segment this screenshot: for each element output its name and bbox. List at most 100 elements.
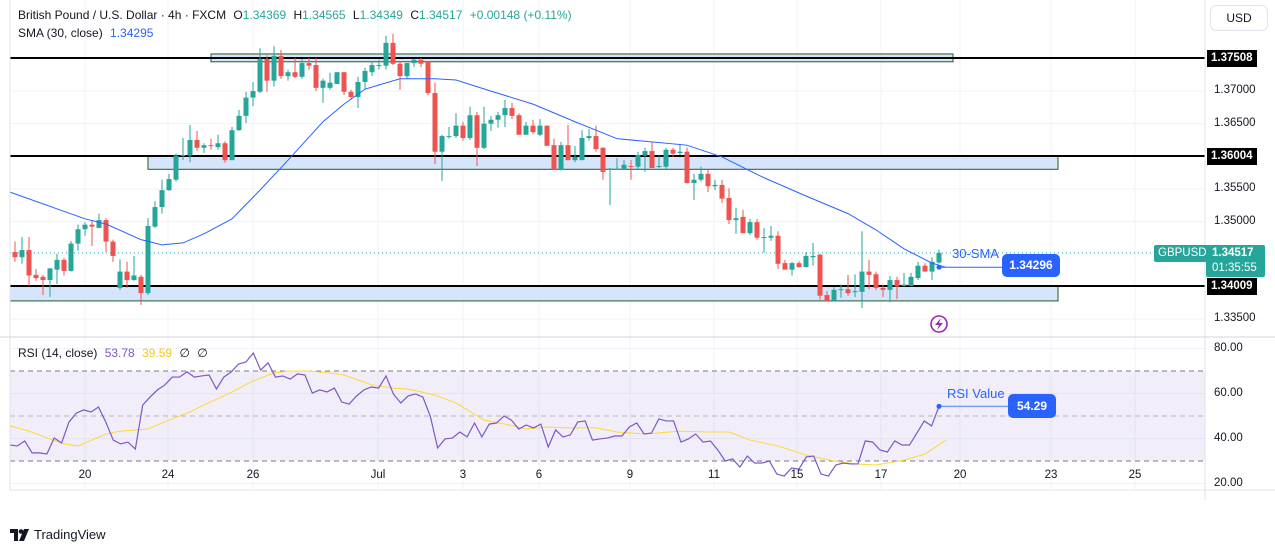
candle-body [348, 91, 354, 97]
candle-body [278, 55, 284, 77]
rsi-ma-line [9, 370, 947, 466]
level-badge-3[interactable]: 1.34009 [1207, 278, 1257, 295]
candle-body [138, 276, 144, 294]
candle-body [96, 220, 102, 228]
candle-body [852, 291, 858, 293]
candle-body [327, 82, 333, 88]
tradingview-branding[interactable]: TradingView [10, 527, 106, 542]
last-price-badge: 1.34517 01:35:55 [1206, 245, 1265, 277]
candle-body [530, 125, 536, 133]
rsi-tick: 60.00 [1214, 387, 1243, 399]
candle-body [768, 235, 774, 238]
candle-body [313, 65, 319, 88]
candle-body [635, 154, 641, 167]
candle-body [390, 42, 396, 64]
close-value: 1.34517 [418, 8, 463, 22]
candle-body [537, 125, 543, 135]
sma-annotation[interactable]: 30-SMA [952, 246, 999, 261]
low-value: 1.34349 [359, 8, 403, 22]
candle-body [614, 168, 620, 170]
time-label: 6 [535, 469, 543, 481]
zone-rect [9, 285, 1059, 302]
candle-body [775, 235, 781, 264]
rsi-annotation[interactable]: RSI Value [947, 386, 1005, 401]
high-value: 1.34565 [302, 8, 346, 22]
rsi-line [9, 351, 940, 477]
candle-body [649, 151, 655, 168]
candle-body [803, 255, 809, 268]
candle-body [89, 224, 95, 227]
time-label: 20 [953, 469, 967, 481]
level-badge-1[interactable]: 1.37508 [1207, 50, 1257, 67]
candle-body [257, 59, 263, 92]
rsi-callout[interactable]: 54.29 [1008, 394, 1056, 418]
price-tick: 1.35000 [1214, 215, 1256, 227]
candle-body [663, 149, 669, 167]
rsi-legend[interactable]: RSI (14, close) 53.78 39.59 ∅ ∅ [18, 346, 212, 360]
rsi-label: RSI (14, close) [18, 346, 98, 360]
candle-body [75, 229, 81, 244]
candle-body [621, 164, 627, 170]
candle-body [593, 136, 599, 150]
sma-callout-dot [936, 264, 942, 270]
candle-body [810, 255, 816, 258]
candle-body [579, 138, 585, 161]
candle-body [712, 184, 718, 187]
last-price: 1.34517 [1212, 247, 1254, 259]
candle-body [467, 115, 473, 139]
candle-body [124, 271, 130, 281]
candle-body [159, 190, 165, 208]
time-label: 17 [874, 469, 888, 481]
candle-body [397, 63, 403, 77]
candle-body [453, 125, 459, 137]
currency-button[interactable]: USD [1210, 5, 1268, 31]
candle-body [292, 72, 298, 77]
candle-body [320, 80, 326, 88]
candle-body [684, 151, 690, 183]
candle-body [404, 63, 410, 77]
candle-body [19, 250, 25, 258]
sma-legend[interactable]: SMA (30, close) 1.34295 [18, 26, 157, 40]
level-badge-2[interactable]: 1.36004 [1207, 148, 1257, 165]
candle-body [152, 207, 158, 227]
candle-body [341, 72, 347, 92]
candle-body [705, 173, 711, 187]
candle-body [362, 70, 368, 82]
candle-body [166, 179, 172, 191]
bar-countdown: 01:35:55 [1212, 262, 1257, 274]
sma-30-line [9, 78, 947, 268]
candle-body [383, 42, 389, 66]
candle-body [110, 241, 116, 256]
candle-body [250, 91, 256, 98]
time-label: Jul [370, 469, 386, 481]
candle-body [194, 139, 200, 148]
candle-body [698, 173, 704, 180]
symbol-title[interactable]: British Pound / U.S. Dollar · 4h · FXCM [18, 8, 227, 22]
candle-body [299, 63, 305, 77]
low-label: L1.34349 [352, 8, 403, 22]
sma-value: 1.34295 [110, 26, 154, 40]
tradingview-text: TradingView [34, 527, 106, 542]
candle-body [516, 115, 522, 135]
candle-body [432, 93, 438, 152]
candle-body [509, 108, 515, 116]
rsi-tick: 40.00 [1214, 432, 1243, 444]
candle-body [201, 145, 207, 148]
change-value: +0.00148 (+0.11%) [469, 8, 572, 22]
candle-body [628, 166, 634, 168]
candle-body [271, 55, 277, 81]
price-tick: 1.33500 [1214, 312, 1256, 324]
rsi-ma-value: 39.59 [142, 346, 173, 360]
sma-callout[interactable]: 1.34296 [1002, 254, 1060, 277]
lightning-icon[interactable] [930, 315, 948, 333]
candle-body [565, 145, 571, 161]
candle-body [859, 271, 865, 292]
horizontal-level-lines[interactable] [10, 57, 1205, 287]
candle-body [831, 289, 837, 301]
candle-body [873, 274, 879, 288]
candle-body [726, 197, 732, 221]
candle-body [845, 289, 851, 294]
candle-body [131, 275, 137, 281]
candle-body [782, 263, 788, 270]
